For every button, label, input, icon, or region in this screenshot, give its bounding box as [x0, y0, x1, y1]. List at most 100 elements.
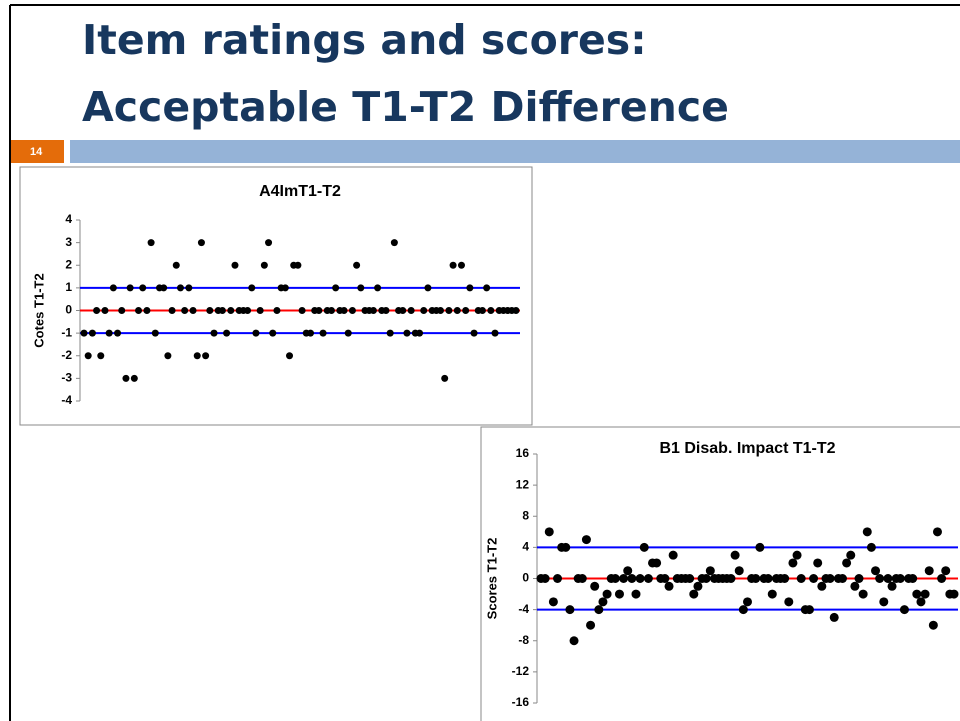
point: [244, 307, 252, 314]
point: [130, 374, 138, 382]
y-tick-label: -2: [61, 348, 72, 362]
point: [147, 239, 155, 247]
y-tick-label: 3: [65, 235, 72, 249]
point: [327, 307, 335, 314]
point: [512, 307, 520, 314]
point: [202, 352, 210, 360]
point: [614, 589, 624, 599]
point: [315, 307, 323, 314]
point: [390, 239, 398, 247]
point: [340, 307, 348, 314]
point: [908, 574, 918, 583]
point: [286, 352, 294, 360]
point: [478, 307, 486, 314]
point: [594, 605, 604, 615]
point: [114, 329, 122, 337]
point: [269, 329, 277, 337]
point: [441, 374, 449, 382]
point: [627, 574, 637, 583]
point: [181, 307, 189, 314]
point: [738, 605, 748, 615]
point: [424, 284, 432, 292]
y-tick-label: 1: [65, 280, 72, 294]
point: [899, 605, 909, 615]
point: [139, 284, 147, 292]
point: [84, 352, 92, 360]
point: [206, 307, 214, 314]
point: [912, 589, 922, 599]
point: [581, 535, 591, 545]
point: [491, 329, 499, 337]
chart-title: B1 Disab. Impact T1-T2: [659, 440, 835, 457]
point: [689, 589, 699, 599]
point: [598, 597, 608, 607]
point: [109, 284, 117, 292]
point: [751, 574, 761, 583]
point: [705, 566, 715, 576]
point: [544, 527, 554, 537]
point: [101, 307, 109, 314]
y-tick-label: 0: [522, 571, 529, 585]
point: [197, 239, 205, 247]
point: [883, 574, 893, 583]
point: [668, 550, 678, 560]
point: [105, 329, 113, 337]
point: [631, 589, 641, 599]
point: [879, 597, 889, 607]
point: [369, 307, 377, 314]
point: [374, 284, 382, 292]
point: [135, 307, 143, 314]
point: [176, 284, 184, 292]
point: [416, 329, 424, 337]
point: [660, 574, 670, 583]
point: [639, 542, 649, 552]
point: [319, 329, 327, 337]
point: [780, 574, 790, 583]
point: [265, 239, 273, 247]
point: [223, 329, 231, 337]
point: [449, 261, 457, 269]
point: [937, 574, 947, 583]
point: [866, 542, 876, 552]
point: [685, 574, 695, 583]
point: [767, 589, 777, 599]
point: [590, 581, 600, 591]
point: [804, 605, 814, 615]
point: [118, 307, 126, 314]
point: [97, 352, 105, 360]
point: [88, 329, 96, 337]
slide-title: Item ratings and scores:: [82, 16, 647, 64]
point: [281, 284, 289, 292]
point: [126, 284, 134, 292]
point: [949, 589, 959, 599]
point: [80, 329, 88, 337]
point: [755, 542, 765, 552]
point: [453, 307, 461, 314]
point: [701, 574, 711, 583]
point: [565, 605, 575, 615]
point: [273, 307, 281, 314]
point: [813, 558, 823, 568]
point: [294, 261, 302, 269]
point: [332, 284, 340, 292]
point: [842, 558, 852, 568]
point: [403, 329, 411, 337]
point: [218, 307, 226, 314]
point: [850, 581, 860, 591]
y-tick-label: 4: [522, 540, 529, 554]
point: [875, 574, 885, 583]
point: [252, 329, 260, 337]
point: [256, 307, 264, 314]
point: [858, 589, 868, 599]
point: [763, 574, 773, 583]
point: [122, 374, 130, 382]
chart-title: A4ImT1-T2: [259, 183, 341, 200]
point: [730, 550, 740, 560]
point: [920, 589, 930, 599]
y-tick-label: 12: [516, 477, 530, 491]
point: [407, 307, 415, 314]
point: [185, 284, 193, 292]
point: [825, 574, 835, 583]
y-axis-label: Cotes T1-T2: [31, 273, 46, 347]
